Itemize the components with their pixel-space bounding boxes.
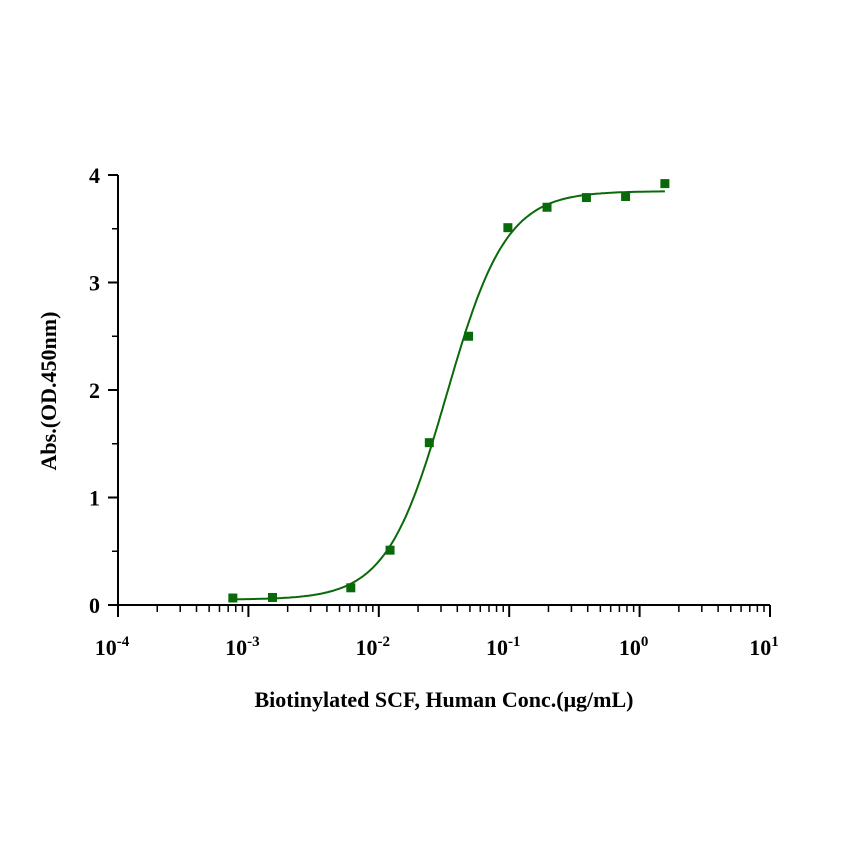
data-point [346, 583, 356, 593]
data-points [228, 179, 670, 603]
y-tick-label: 1 [89, 486, 100, 511]
data-point [385, 545, 395, 555]
data-point [542, 202, 552, 212]
data-point [228, 593, 238, 603]
data-point [581, 193, 591, 203]
x-tick-label: 101 [749, 634, 779, 660]
x-axis-title: Biotinylated SCF, Human Conc.(μg/mL) [255, 687, 634, 712]
y-tick-label: 0 [89, 593, 100, 618]
data-point [660, 179, 670, 189]
x-tick-label: 100 [619, 634, 649, 660]
data-point [464, 331, 474, 341]
y-tick-label: 2 [89, 378, 100, 403]
fit-curve [232, 190, 665, 601]
data-point [267, 592, 277, 602]
axes [117, 175, 770, 606]
data-point [503, 223, 513, 233]
x-tick-label: 10-3 [225, 634, 260, 660]
x-tick-label: 10-4 [95, 634, 130, 660]
x-tick-label: 10-2 [356, 634, 391, 660]
data-point [621, 192, 631, 201]
y-axis-title: Abs.(OD.450nm) [36, 312, 61, 471]
x-tick-label: 10-1 [486, 634, 521, 660]
data-point [424, 438, 434, 448]
y-tick-label: 3 [89, 271, 100, 296]
y-tick-label: 4 [89, 163, 100, 188]
